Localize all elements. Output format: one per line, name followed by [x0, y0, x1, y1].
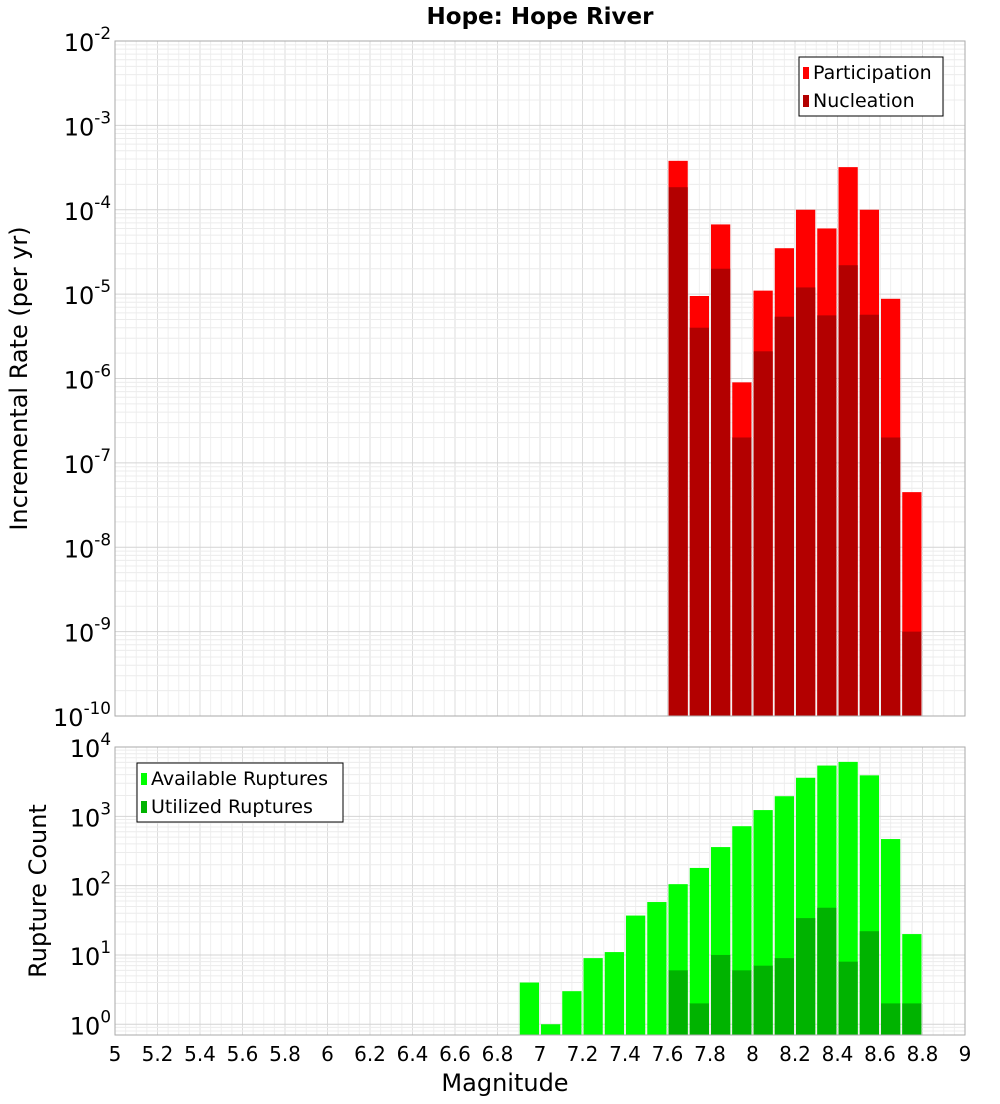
x-tick-label: 5: [109, 1042, 122, 1066]
bar-nucleation: [774, 316, 794, 716]
legend-swatch: [803, 67, 809, 79]
bar-utilized-ruptures: [838, 961, 858, 1035]
x-tick-label: 7.6: [652, 1042, 684, 1066]
bar-utilized-ruptures: [902, 1003, 922, 1035]
bar-available-ruptures: [604, 952, 624, 1035]
bar-nucleation: [902, 631, 922, 716]
y-tick-label: 10-6: [64, 361, 111, 395]
bar-available-ruptures: [562, 991, 582, 1035]
bar-nucleation: [732, 437, 752, 716]
bar-available-ruptures: [689, 867, 709, 1035]
bar-nucleation: [881, 437, 901, 716]
legend-box: [136, 762, 344, 823]
plot-frame: [114, 746, 966, 1036]
bar-utilized-ruptures: [774, 958, 794, 1035]
x-tick-label: 8: [746, 1042, 759, 1066]
y-axis-label: Rupture Count: [24, 804, 52, 978]
y-tick-label: 104: [70, 729, 111, 763]
x-tick-label: 5.4: [184, 1042, 216, 1066]
bar-utilized-ruptures: [711, 954, 731, 1035]
y-tick-label: 10-2: [64, 23, 111, 57]
bar-available-ruptures: [626, 915, 646, 1035]
plot-panel-1: Participation Nucleation: [114, 40, 966, 717]
x-tick-label: 6.8: [482, 1042, 514, 1066]
x-tick-label: 6.2: [354, 1042, 386, 1066]
x-tick-label: 7.4: [609, 1042, 641, 1066]
y-tick-label: 10-9: [64, 614, 111, 648]
bar-nucleation: [753, 351, 773, 716]
bar-utilized-ruptures: [859, 931, 879, 1035]
y-tick-label: 10-4: [64, 192, 111, 226]
x-tick-label: 7: [534, 1042, 547, 1066]
bar-utilized-ruptures: [881, 1003, 901, 1035]
y-tick-label: 100: [70, 1006, 111, 1040]
legend: Available Ruptures Utilized Ruptures: [136, 762, 344, 823]
legend-swatch: [141, 801, 147, 813]
bar-nucleation: [838, 265, 858, 716]
bar-utilized-ruptures: [753, 965, 773, 1035]
x-tick-label: 8.6: [864, 1042, 896, 1066]
y-tick-label: 10-3: [64, 107, 111, 141]
x-axis-label: Magnitude: [441, 1069, 568, 1097]
bar-available-ruptures: [647, 902, 667, 1035]
x-tick-label: 5.2: [142, 1042, 174, 1066]
x-tick-label: 7.2: [567, 1042, 599, 1066]
bar-nucleation: [859, 314, 879, 716]
x-tick-label: 6: [321, 1042, 334, 1066]
legend: Participation Nucleation: [798, 56, 944, 117]
bar-available-ruptures: [881, 839, 901, 1035]
x-tick-label: 6.6: [439, 1042, 471, 1066]
y-tick-label: 10-5: [64, 276, 111, 310]
y-tick-label: 10-7: [64, 445, 111, 479]
y-tick-label: 102: [70, 868, 111, 902]
bar-available-ruptures: [519, 982, 539, 1035]
bar-utilized-ruptures: [732, 970, 752, 1035]
legend-swatch: [141, 773, 147, 785]
x-tick-label: 8.8: [907, 1042, 939, 1066]
y-tick-label: 10-10: [53, 698, 111, 732]
y-axis-label: Incremental Rate (per yr): [5, 226, 33, 530]
x-tick-label: 6.4: [397, 1042, 429, 1066]
bar-nucleation: [711, 268, 731, 716]
legend-label: Available Ruptures: [151, 768, 328, 790]
bar-utilized-ruptures: [689, 1003, 709, 1035]
chart-title: Hope: Hope River: [427, 4, 655, 30]
plot-frame: [114, 40, 966, 717]
bar-nucleation: [689, 327, 709, 716]
y-tick-label: 103: [70, 798, 111, 832]
x-tick-label: 8.2: [779, 1042, 811, 1066]
bar-nucleation: [796, 287, 816, 716]
bar-utilized-ruptures: [817, 907, 837, 1035]
bar-nucleation: [668, 187, 688, 716]
bar-nucleation: [817, 315, 837, 716]
plot-panel-2: Available Ruptures Utilized Ruptures: [114, 746, 966, 1036]
bar-utilized-ruptures: [668, 970, 688, 1035]
x-tick-label: 8.4: [822, 1042, 854, 1066]
legend-label: Nucleation: [813, 90, 915, 112]
x-tick-label: 5.6: [227, 1042, 259, 1066]
bar-available-ruptures: [583, 958, 603, 1035]
x-tick-label: 5.8: [269, 1042, 301, 1066]
x-tick-label: 9: [959, 1042, 972, 1066]
legend-swatch: [803, 95, 809, 107]
legend-label: Participation: [813, 62, 932, 84]
y-tick-label: 10-8: [64, 529, 111, 563]
bar-utilized-ruptures: [796, 918, 816, 1035]
x-tick-label: 7.8: [694, 1042, 726, 1066]
legend-label: Utilized Ruptures: [151, 796, 313, 818]
legend-box: [798, 56, 944, 117]
y-tick-label: 101: [70, 937, 111, 971]
bar-available-ruptures: [541, 1024, 561, 1035]
